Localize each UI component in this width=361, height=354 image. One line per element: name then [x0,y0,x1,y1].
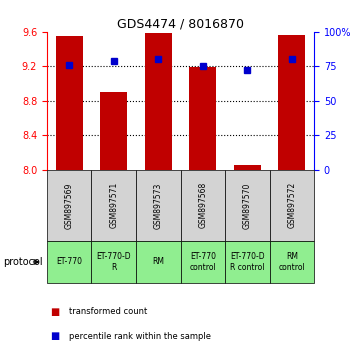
Text: GSM897571: GSM897571 [109,182,118,228]
Text: GSM897568: GSM897568 [198,182,207,228]
Text: GSM897573: GSM897573 [154,182,163,229]
Bar [278,35,305,170]
Text: protocol: protocol [4,257,43,267]
Bar [145,33,171,170]
Title: GDS4474 / 8016870: GDS4474 / 8016870 [117,18,244,31]
Bar [234,165,261,170]
Text: ■: ■ [51,331,60,341]
Text: ■: ■ [51,307,60,316]
Text: ET-770
control: ET-770 control [190,252,216,272]
Text: ET-770-D
R: ET-770-D R [96,252,131,272]
Text: transformed count: transformed count [69,307,147,316]
Text: percentile rank within the sample: percentile rank within the sample [69,332,210,341]
Text: ET-770: ET-770 [56,257,82,267]
Text: GSM897569: GSM897569 [65,182,74,229]
Bar [100,92,127,170]
Bar [56,36,83,170]
Bar [190,67,216,170]
Text: GSM897570: GSM897570 [243,182,252,229]
Text: ET-770-D
R control: ET-770-D R control [230,252,265,272]
Text: GSM897572: GSM897572 [287,182,296,228]
Text: RM: RM [152,257,164,267]
Text: RM
control: RM control [278,252,305,272]
